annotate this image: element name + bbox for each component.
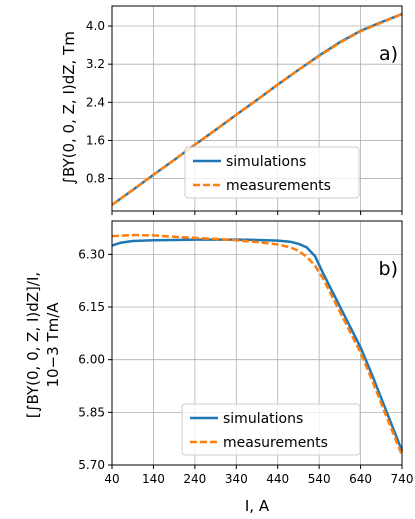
panel-b-ticks: 40 140 240 340 440 540 640 740 5.70 5.85 6.00 6.15 6… <box>78 247 413 486</box>
panel-a: 0.8 1.6 2.4 3.2 4.0 a) ∫BY(0, 0, Z, I)dZ, Tm… <box>60 5 403 215</box>
x-tick-label: 140 <box>142 472 165 486</box>
y-tick-label: 4.0 <box>86 19 105 33</box>
y-tick-label: 6.00 <box>78 353 105 367</box>
panel-b-frame <box>111 220 403 466</box>
legend-label-simulations: simulations <box>226 154 306 170</box>
x-tick-label: 440 <box>266 472 289 486</box>
legend-label-simulations: simulations <box>223 411 303 427</box>
legend-box <box>181 403 361 456</box>
panel-b-legend: simulations measurements <box>181 403 361 456</box>
panel-a-frame <box>111 5 403 212</box>
panel-b-ylabel-line2: 10−3 Tm/A <box>44 302 62 388</box>
panel-a-series <box>111 12 403 206</box>
legend-label-measurements: measurements <box>223 435 328 451</box>
panel-b-ylabel-line1: [∫BY(0, 0, Z, I)dZ]/I, <box>24 272 42 418</box>
x-tick-label: 240 <box>183 472 206 486</box>
legend-box <box>184 146 360 199</box>
y-tick-label: 5.70 <box>78 458 105 472</box>
series-line-measurements <box>111 233 404 456</box>
x-tick-label: 40 <box>104 472 119 486</box>
x-tick-label: 740 <box>391 472 414 486</box>
x-tick-label: 640 <box>349 472 372 486</box>
y-tick-label: 6.15 <box>78 300 105 314</box>
y-tick-label: 1.6 <box>86 133 105 147</box>
y-tick-label: 2.4 <box>86 95 105 109</box>
x-tick-label: 340 <box>225 472 248 486</box>
y-tick-label: 6.30 <box>78 247 105 261</box>
y-tick-label: 3.2 <box>86 57 105 71</box>
panel-b: 40 140 240 340 440 540 640 740 5.70 5.85 6.00 6.15 6… <box>24 220 413 515</box>
panel-b-series <box>111 233 404 456</box>
panel-a-ticks: 0.8 1.6 2.4 3.2 4.0 <box>86 19 403 215</box>
panel-a-legend: simulations measurements <box>184 146 360 199</box>
panel-b-xlabel: I, A <box>245 497 270 515</box>
panel-b-label: b) <box>379 258 398 280</box>
legend-label-measurements: measurements <box>226 178 331 194</box>
y-tick-label: 0.8 <box>86 172 105 186</box>
y-tick-label: 5.85 <box>78 405 105 419</box>
series-line-simulations <box>111 238 404 452</box>
series-line-measurements <box>111 12 403 206</box>
panel-a-label: a) <box>379 43 398 65</box>
x-tick-label: 540 <box>308 472 331 486</box>
panel-a-ylabel: ∫BY(0, 0, Z, I)dZ, Tm <box>60 31 78 185</box>
